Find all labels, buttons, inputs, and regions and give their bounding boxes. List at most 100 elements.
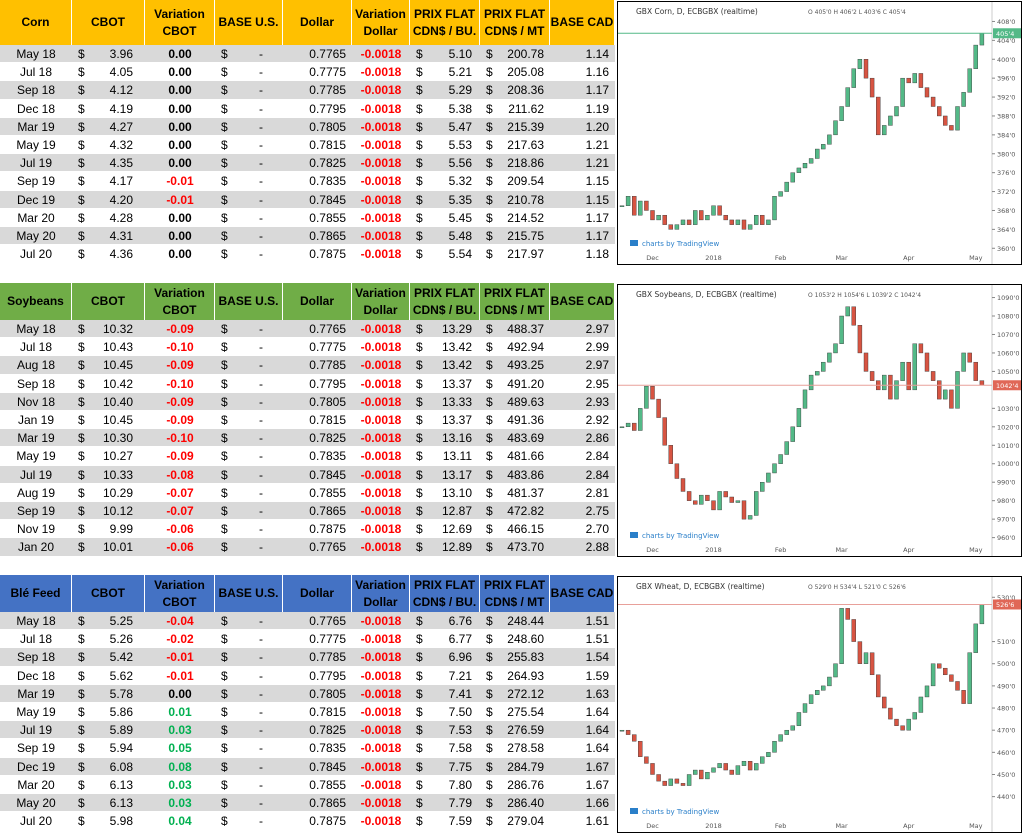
y-tick-label: 970'0 bbox=[997, 516, 1015, 524]
cell-value: 215.39 bbox=[507, 119, 544, 134]
row-label: Dec 19 bbox=[16, 192, 56, 207]
cell-value: -0.0018 bbox=[360, 138, 402, 153]
header-cell: Corn bbox=[0, 0, 72, 45]
candle bbox=[754, 214, 759, 225]
currency: $ bbox=[78, 101, 85, 116]
currency: $ bbox=[416, 449, 423, 464]
candle bbox=[851, 619, 856, 642]
currency: $ bbox=[416, 376, 423, 391]
y-tick-label: 460'0 bbox=[997, 749, 1015, 757]
cell-value: 13.11 bbox=[442, 449, 472, 464]
row-bg bbox=[0, 81, 615, 100]
candle bbox=[839, 106, 844, 121]
candle bbox=[863, 352, 869, 372]
row-label: Dec 18 bbox=[16, 668, 56, 683]
cell-value: 0.7765 bbox=[309, 614, 346, 629]
currency: $ bbox=[221, 247, 228, 262]
candle bbox=[699, 769, 704, 780]
currency: $ bbox=[486, 47, 493, 62]
header-cell: BASE U.S. bbox=[215, 575, 283, 612]
candle bbox=[833, 120, 838, 136]
cell-value: - bbox=[259, 632, 263, 647]
header-cell: Soybeans bbox=[0, 283, 72, 320]
currency: $ bbox=[486, 83, 493, 98]
header-text: CBOT bbox=[162, 302, 197, 317]
row-bg bbox=[0, 392, 615, 411]
candle bbox=[924, 352, 930, 372]
currency: $ bbox=[416, 174, 423, 189]
candle bbox=[973, 44, 978, 69]
currency: $ bbox=[78, 229, 85, 244]
header-cell: PRIX FLAT CDN$ / BU. bbox=[410, 283, 480, 320]
currency: $ bbox=[78, 686, 85, 701]
currency: $ bbox=[78, 705, 85, 720]
currency: $ bbox=[416, 777, 423, 792]
candle bbox=[796, 712, 802, 726]
row-bg bbox=[0, 703, 615, 722]
candle bbox=[967, 352, 972, 363]
currency: $ bbox=[416, 504, 423, 519]
row-label: Jul 18 bbox=[19, 340, 53, 355]
cell-value: 0.00 bbox=[168, 65, 192, 80]
header-text: CBOT bbox=[91, 15, 125, 29]
cell-value: -0.0018 bbox=[360, 449, 402, 464]
y-tick-label: 404'0 bbox=[997, 37, 1015, 45]
cell-value: -0.06 bbox=[166, 522, 194, 537]
currency: $ bbox=[416, 138, 423, 153]
cell-value: 0.00 bbox=[168, 247, 192, 262]
cell-value: 4.20 bbox=[109, 192, 133, 207]
currency: $ bbox=[221, 322, 228, 337]
currency: $ bbox=[221, 485, 228, 500]
cell-value: 0.00 bbox=[168, 210, 192, 225]
currency: $ bbox=[486, 119, 493, 134]
candle bbox=[815, 148, 820, 159]
currency: $ bbox=[416, 614, 423, 629]
cell-value: 0.7815 bbox=[309, 138, 346, 153]
candle bbox=[857, 325, 863, 354]
currency: $ bbox=[221, 504, 228, 519]
cell-value: - bbox=[259, 504, 263, 519]
candle bbox=[937, 663, 942, 669]
cell-value: 13.33 bbox=[441, 394, 472, 409]
y-tick-label: 1020'0 bbox=[997, 423, 1019, 431]
currency: $ bbox=[221, 522, 228, 537]
candle bbox=[723, 763, 728, 771]
header-cell: Variation CBOT bbox=[145, 0, 215, 45]
candle bbox=[888, 374, 893, 400]
cell-value: -0.0018 bbox=[360, 47, 402, 62]
cell-value: 488.37 bbox=[507, 322, 544, 337]
candle bbox=[699, 210, 704, 221]
candle bbox=[686, 491, 692, 501]
cell-value: -0.0018 bbox=[360, 614, 402, 629]
currency: $ bbox=[416, 796, 423, 811]
cell-value: -0.0018 bbox=[360, 796, 402, 811]
candle bbox=[882, 696, 887, 709]
row-bg bbox=[0, 630, 615, 649]
cell-value: 1.17 bbox=[585, 83, 609, 98]
currency: $ bbox=[486, 174, 493, 189]
cell-value: 0.7875 bbox=[309, 814, 346, 829]
currency: $ bbox=[416, 741, 423, 756]
cell-value: 1.59 bbox=[585, 668, 609, 683]
candle bbox=[790, 172, 795, 183]
candle bbox=[638, 741, 643, 757]
cell-value: 4.35 bbox=[109, 156, 133, 171]
cell-value: 0.7805 bbox=[309, 394, 346, 409]
currency: $ bbox=[486, 614, 493, 629]
cell-value: 481.37 bbox=[507, 485, 544, 500]
currency: $ bbox=[78, 47, 85, 62]
cell-value: - bbox=[259, 376, 263, 391]
currency: $ bbox=[221, 540, 228, 555]
currency: $ bbox=[78, 741, 85, 756]
currency: $ bbox=[221, 229, 228, 244]
row-label: Sep 19 bbox=[16, 741, 56, 756]
cell-value: 5.78 bbox=[109, 686, 133, 701]
cell-value: - bbox=[259, 174, 263, 189]
cell-value: 0.7835 bbox=[309, 174, 346, 189]
cell-value: -0.09 bbox=[166, 449, 194, 464]
currency: $ bbox=[416, 522, 423, 537]
candle bbox=[943, 667, 948, 676]
y-tick-label: 396'0 bbox=[997, 75, 1015, 83]
candle bbox=[851, 306, 856, 326]
cell-value: 491.20 bbox=[507, 376, 544, 391]
